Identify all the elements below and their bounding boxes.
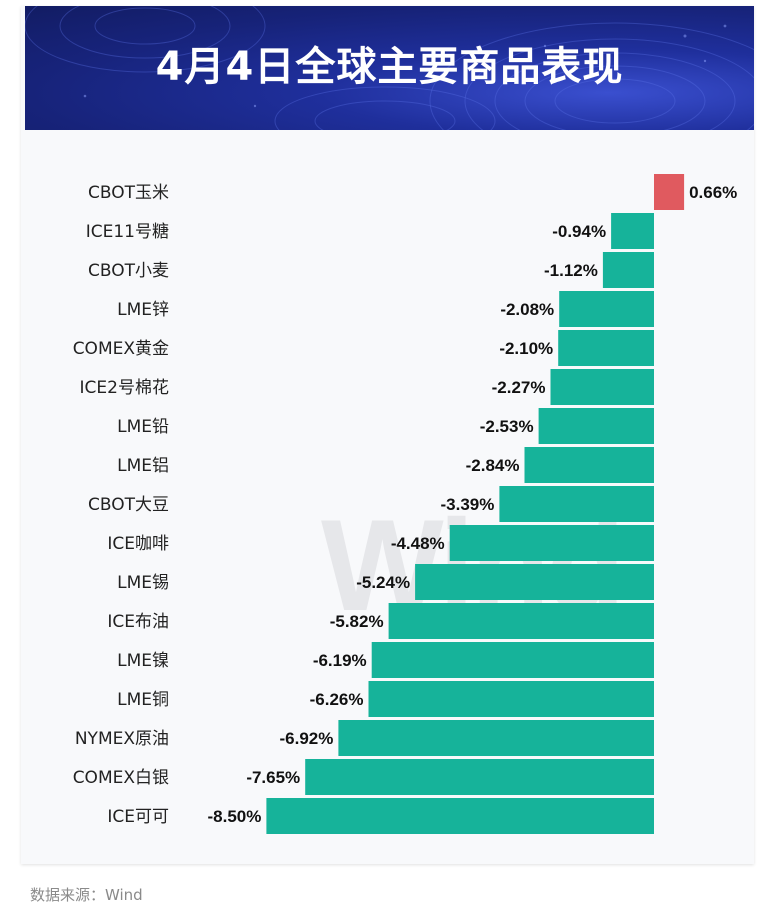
- bar-1: [654, 174, 685, 210]
- banner-contour-decoration: [25, 6, 754, 130]
- bar-8: [524, 447, 654, 483]
- title-banner: 4月4日全球主要商品表现: [25, 6, 754, 130]
- bar-17: [266, 798, 654, 834]
- category-label-7: LME铅: [117, 417, 169, 437]
- category-label-10: ICE咖啡: [107, 534, 169, 554]
- category-label-8: LME铝: [117, 456, 169, 476]
- value-label-7: -2.53%: [480, 417, 534, 436]
- value-label-12: -5.82%: [330, 612, 384, 631]
- bar-5: [558, 330, 654, 366]
- bar-4: [559, 291, 654, 327]
- value-label-6: -2.27%: [492, 378, 546, 397]
- value-label-2: -0.94%: [552, 222, 606, 241]
- bar-16: [305, 759, 654, 795]
- value-label-1: 0.66%: [689, 183, 737, 202]
- bar-11: [415, 564, 654, 600]
- category-label-3: CBOT小麦: [88, 261, 169, 281]
- bar-15: [338, 720, 654, 756]
- category-label-13: LME镍: [117, 651, 169, 671]
- category-label-11: LME锡: [117, 573, 169, 593]
- value-label-4: -2.08%: [500, 300, 554, 319]
- value-label-15: -6.92%: [280, 729, 334, 748]
- bar-6: [550, 369, 654, 405]
- value-label-11: -5.24%: [356, 573, 410, 592]
- chart-area: Wind CBOT玉米0.66%ICE11号糖-0.94%CBOT小麦-1.12…: [21, 130, 754, 864]
- value-label-16: -7.65%: [246, 768, 300, 787]
- bar-7: [538, 408, 654, 444]
- bar-13: [371, 642, 654, 678]
- bar-14: [368, 681, 654, 717]
- value-label-3: -1.12%: [544, 261, 598, 280]
- category-label-12: ICE布油: [107, 612, 169, 632]
- value-label-8: -2.84%: [466, 456, 520, 475]
- bar-3: [602, 252, 654, 288]
- bar-9: [499, 486, 654, 522]
- category-label-15: NYMEX原油: [75, 729, 169, 749]
- value-label-13: -6.19%: [313, 651, 367, 670]
- bar-chart: CBOT玉米 0.66% ICE11号糖 -0.94% CBOT小麦 -1.12% LME锌…: [73, 174, 737, 834]
- bar-2: [611, 213, 654, 249]
- category-label-9: CBOT大豆: [88, 495, 169, 515]
- category-label-17: ICE可可: [107, 807, 169, 827]
- value-label-5: -2.10%: [499, 339, 553, 358]
- value-label-17: -8.50%: [208, 807, 262, 826]
- category-label-2: ICE11号糖: [86, 222, 169, 242]
- category-label-4: LME锌: [117, 300, 169, 320]
- page-title: 4月4日全球主要商品表现: [155, 44, 624, 90]
- category-label-1: CBOT玉米: [88, 183, 169, 203]
- bar-10: [449, 525, 654, 561]
- category-label-5: COMEX黄金: [73, 339, 169, 359]
- bar-12: [388, 603, 654, 639]
- value-label-10: -4.48%: [391, 534, 445, 553]
- category-label-16: COMEX白银: [73, 768, 169, 788]
- value-label-14: -6.26%: [310, 690, 364, 709]
- value-label-9: -3.39%: [441, 495, 495, 514]
- category-label-14: LME铜: [117, 690, 169, 710]
- data-source-note: 数据来源：Wind: [30, 886, 143, 904]
- category-label-6: ICE2号棉花: [80, 378, 169, 398]
